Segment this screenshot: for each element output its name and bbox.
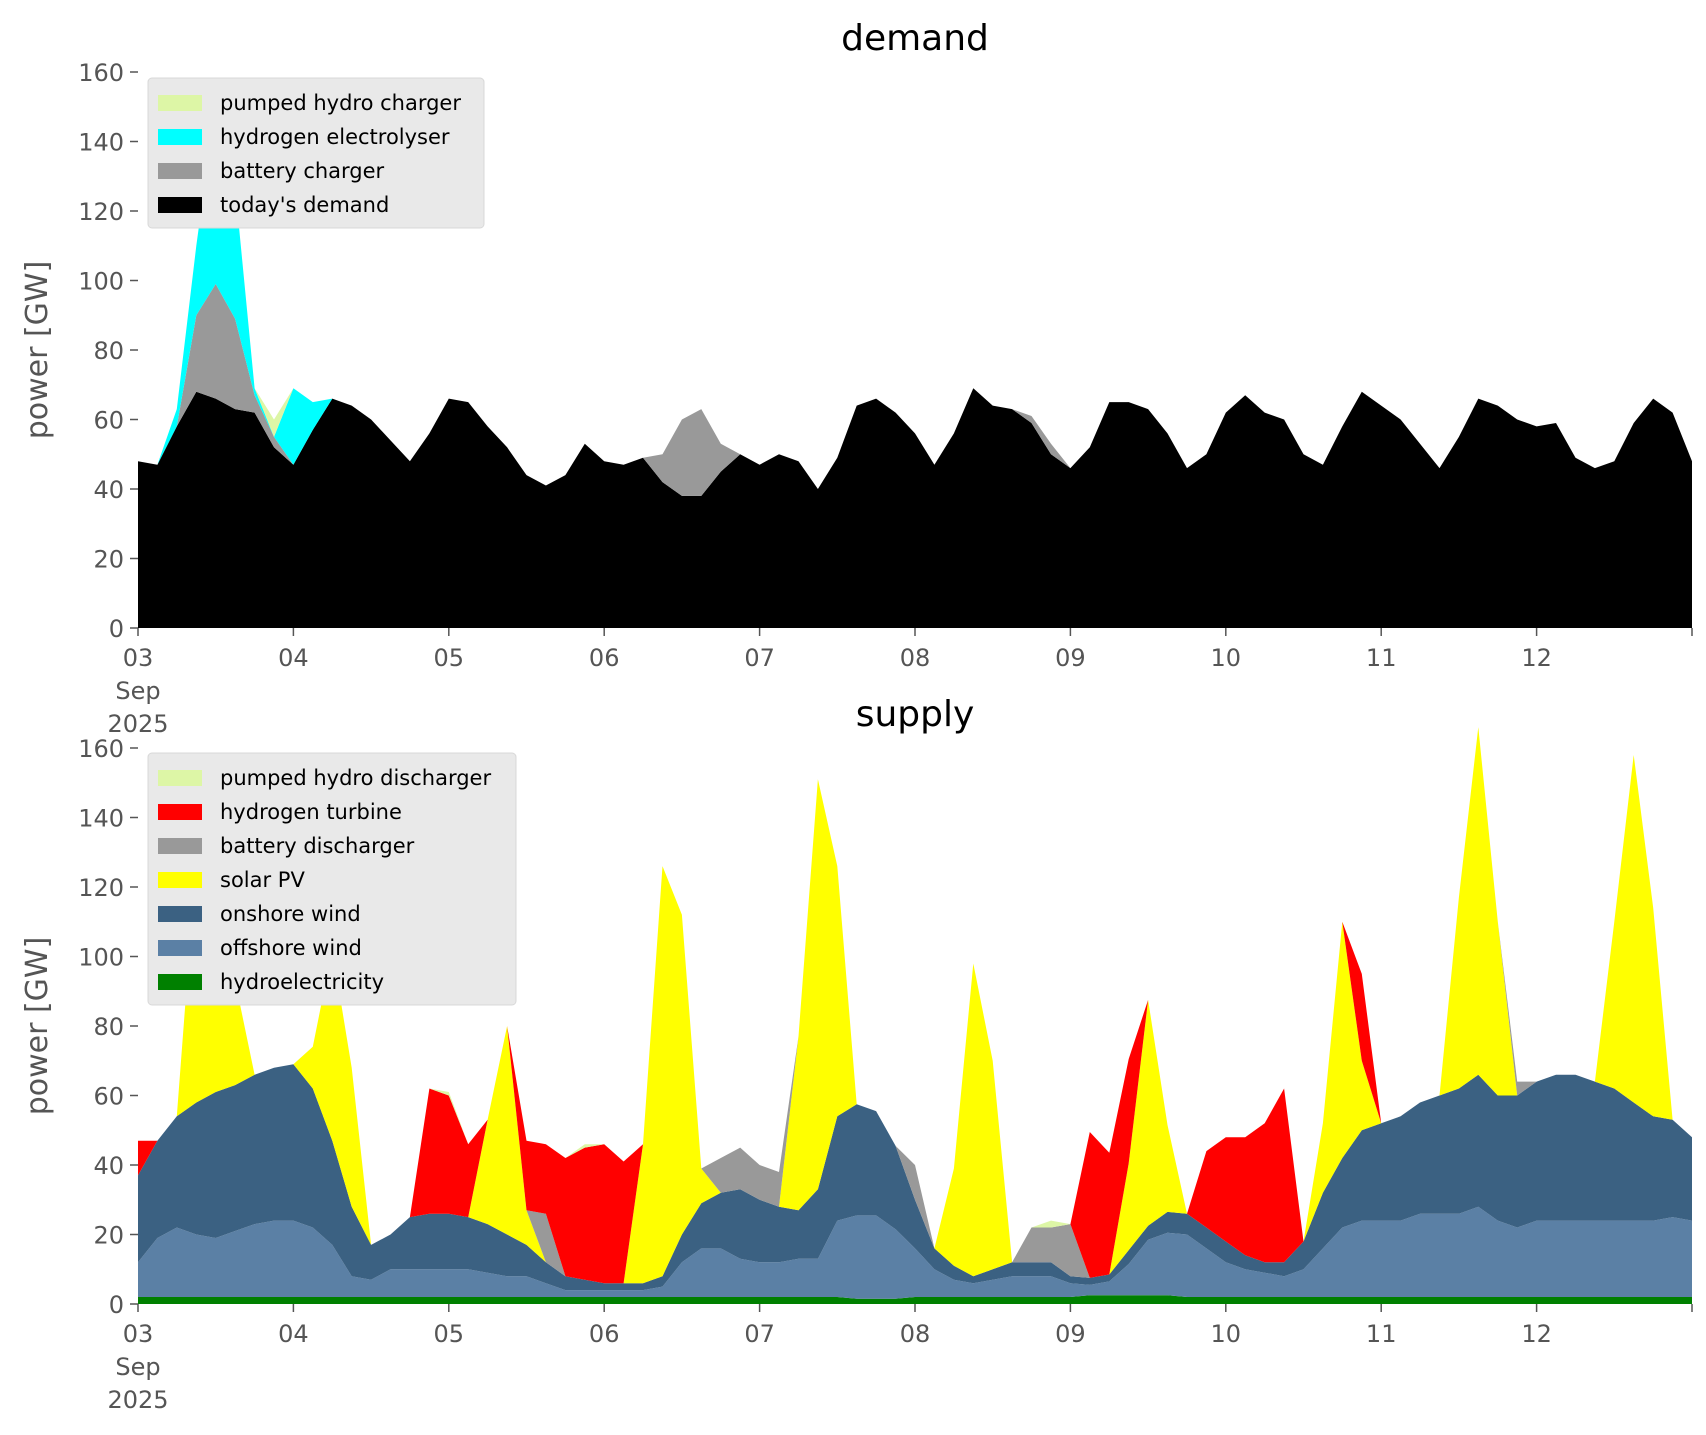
supply-x-tick-label: 12 (1521, 1320, 1552, 1348)
supply-y-tick-label: 40 (93, 1152, 124, 1180)
supply-y-ticks: 0 20 40 60 80 100 120 140 160 (78, 735, 138, 1319)
demand-x-tick-label: Sep (115, 677, 160, 705)
supply-y-tick-label: 120 (78, 874, 124, 902)
demand-y-tick-label: 0 (109, 615, 124, 643)
demand-legend-label-today-s-demand: today's demand (220, 193, 389, 217)
demand-x-tick-label: 03 (123, 644, 154, 672)
demand-x-tick-label: 07 (744, 644, 775, 672)
demand-x-ticks: 03 Sep 2025 04 05 06 07 08 09 10 11 12 (107, 628, 1693, 738)
supply-x-tick-label: 2025 (107, 1386, 168, 1414)
demand-y-tick-label: 20 (93, 546, 124, 574)
supply-x-tick-label: 11 (1366, 1320, 1397, 1348)
demand-legend-swatch-hydrogen-electrolyser (158, 129, 202, 145)
demand-y-tick-label: 140 (78, 129, 124, 157)
demand-x-tick-label: 06 (589, 644, 620, 672)
supply-legend-label-battery-discharger: battery discharger (220, 834, 415, 858)
supply-panel: supply power [GW] 020406080100120140160 … (20, 694, 1693, 1414)
demand-y-tick-label: 60 (93, 407, 124, 435)
demand-area-today-s-demand (138, 388, 1692, 628)
demand-x-tick-label: 08 (900, 644, 931, 672)
demand-x-tick-label: 04 (278, 644, 309, 672)
supply-legend-swatch-solar-pv (158, 872, 202, 888)
supply-area-hydrogen-turbine (138, 727, 1692, 1284)
demand-legend-label-pumped-hydro-charger: pumped hydro charger (220, 91, 461, 115)
demand-x-tick-label: 2025 (107, 710, 168, 738)
supply-x-tick-label: 06 (589, 1320, 620, 1348)
supply-x-tick-label: 07 (744, 1320, 775, 1348)
supply-y-tick-label: 20 (93, 1222, 124, 1250)
demand-y-tick-label: 120 (78, 198, 124, 226)
supply-x-tick-label: 04 (278, 1320, 309, 1348)
supply-legend-label-solar-pv: solar PV (220, 868, 305, 892)
supply-area-offshore-wind (138, 1206, 1692, 1299)
demand-y-tick-label: 160 (78, 59, 124, 87)
supply-areas (138, 727, 1692, 1304)
supply-legend-label-pumped-hydro-discharger: pumped hydro discharger (220, 766, 491, 790)
supply-legend-swatch-hydroelectricity (158, 974, 202, 990)
supply-x-tick-label: Sep (115, 1353, 160, 1381)
supply-legend: pumped hydro discharger hydrogen turbine b… (147, 752, 517, 1006)
demand-legend-swatch-pumped-hydro-charger (158, 95, 202, 111)
supply-y-tick-label: 0 (109, 1291, 124, 1319)
demand-areas (138, 103, 1692, 628)
demand-y-axis-label: power [GW] (20, 261, 55, 440)
demand-y-tick-label: 100 (78, 268, 124, 296)
supply-x-tick-label: 08 (900, 1320, 931, 1348)
supply-y-tick-label: 80 (93, 1013, 124, 1041)
demand-x-tick-label: 05 (434, 644, 465, 672)
supply-y-tick-label: 100 (78, 944, 124, 972)
demand-legend-label-hydrogen-electrolyser: hydrogen electrolyser (220, 125, 450, 149)
demand-x-tick-label: 11 (1366, 644, 1397, 672)
supply-legend-label-hydroelectricity: hydroelectricity (220, 970, 384, 994)
supply-legend-box (147, 752, 517, 1006)
supply-legend-swatch-pumped-hydro-discharger (158, 770, 202, 786)
demand-chart-title: demand (841, 18, 989, 59)
supply-legend-swatch-offshore-wind (158, 940, 202, 956)
supply-legend-label-onshore-wind: onshore wind (220, 902, 361, 926)
supply-legend-label-hydrogen-turbine: hydrogen turbine (220, 800, 402, 824)
supply-legend-swatch-battery-discharger (158, 838, 202, 854)
supply-legend-swatch-onshore-wind (158, 906, 202, 922)
supply-legend-swatch-hydrogen-turbine (158, 804, 202, 820)
demand-legend-label-battery-charger: battery charger (220, 159, 385, 183)
supply-x-tick-label: 10 (1211, 1320, 1242, 1348)
demand-legend-box (147, 77, 485, 229)
demand-x-tick-label: 12 (1521, 644, 1552, 672)
supply-area-hydroelectricity (138, 1295, 1692, 1304)
supply-y-tick-label: 60 (93, 1083, 124, 1111)
demand-area-hydrogen-electrolyser (138, 103, 1692, 490)
supply-legend-label-offshore-wind: offshore wind (220, 936, 362, 960)
supply-x-tick-label: 03 (123, 1320, 154, 1348)
demand-y-tick-label: 40 (93, 476, 124, 504)
supply-y-tick-label: 160 (78, 735, 124, 763)
supply-y-tick-label: 140 (78, 805, 124, 833)
demand-panel: demand power [GW] 020406080100120140160 … (20, 18, 1693, 738)
supply-chart-title: supply (856, 694, 975, 735)
supply-area-onshore-wind (138, 1064, 1692, 1291)
demand-y-tick-label: 80 (93, 337, 124, 365)
demand-x-tick-label: 09 (1055, 644, 1086, 672)
demand-legend-swatch-battery-charger (158, 163, 202, 179)
demand-y-ticks: 0 20 40 60 80 100 120 140 160 (78, 59, 138, 643)
demand-legend: pumped hydro charger hydrogen electrolyse… (147, 77, 485, 229)
supply-x-tick-label: 05 (434, 1320, 465, 1348)
supply-y-axis-label: power [GW] (20, 937, 55, 1116)
supply-area-battery-discharger (138, 727, 1692, 1284)
demand-legend-swatch-today-s-demand (158, 197, 202, 213)
supply-x-ticks: 03 Sep 2025 04 05 06 07 08 09 10 11 12 (107, 1304, 1693, 1414)
demand-x-tick-label: 10 (1211, 644, 1242, 672)
supply-x-tick-label: 09 (1055, 1320, 1086, 1348)
